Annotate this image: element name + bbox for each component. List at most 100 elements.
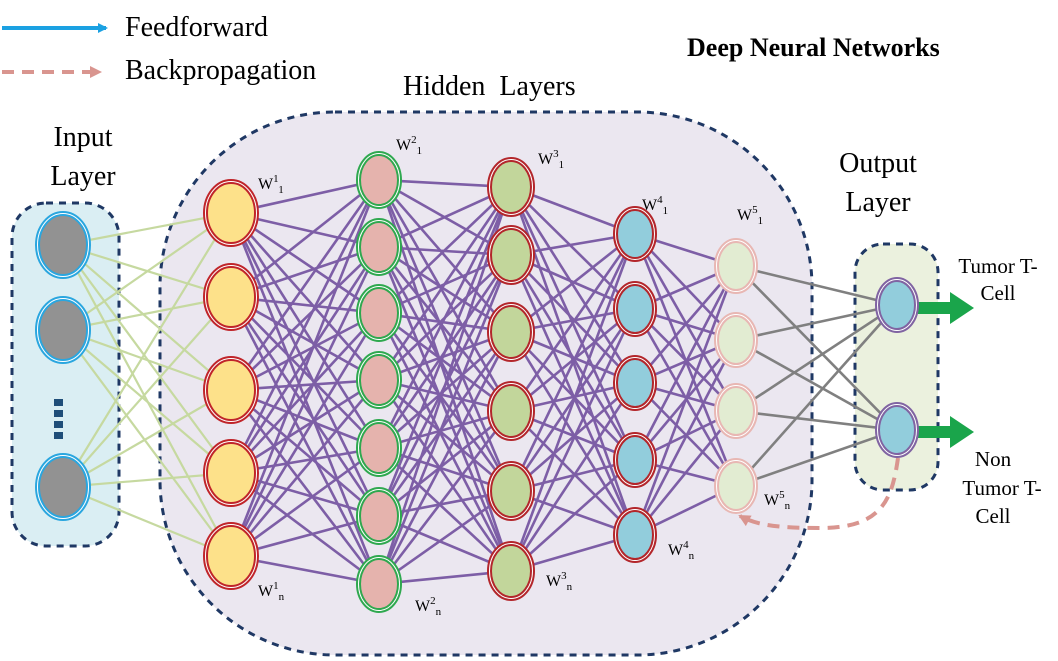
node-h1-2: [203, 263, 259, 331]
node-body: [38, 214, 88, 276]
output-arrows: [738, 292, 974, 531]
connection-h1-4-to-h2-1: [229, 179, 381, 474]
connection-h1-2-to-h2-7: [229, 296, 381, 585]
feedforward-legend-label: Feedforward: [125, 12, 268, 43]
connection-h1-5-to-h2-1: [229, 179, 381, 557]
node-h2-7: [356, 555, 402, 613]
node-h1-4: [203, 439, 259, 507]
connection-h5-3-to-out-2: [735, 409, 898, 432]
connection-h3-6-to-h4-4: [510, 459, 636, 572]
node-h2-2: [356, 218, 402, 276]
weight-label-w5-n: W5n: [764, 489, 791, 512]
connection-h2-4-to-h3-5: [378, 379, 512, 492]
node-h4-2: [613, 281, 657, 337]
weight-label-w5-1: W51: [737, 204, 763, 227]
input-ellipsis: [54, 399, 63, 439]
connection-h2-4-to-h3-6: [377, 379, 513, 572]
connection-h2-5-to-h3-6: [378, 447, 512, 572]
node-body: [717, 386, 755, 436]
node-body: [359, 490, 399, 542]
connection-h5-2-to-out-1: [735, 303, 898, 342]
node-body: [206, 359, 256, 421]
connection-h1-4-to-h2-3: [230, 312, 380, 474]
connection-h2-2-to-h3-5: [377, 246, 513, 492]
connection-h2-2-to-h3-6: [377, 246, 513, 572]
connection-h2-7-to-h3-3: [377, 331, 513, 585]
output-labels: Tumor T- Cell Non Tumor T- Cell: [958, 254, 1041, 528]
connection-input-3-to-h1-1: [62, 212, 232, 488]
node-body: [490, 305, 532, 359]
legend: Feedforward Backpropagation: [2, 12, 316, 86]
connection-input-1-to-h1-1: [62, 211, 232, 247]
node-h3-3: [487, 302, 535, 362]
node-h3-6: [487, 541, 535, 601]
node-body: [359, 287, 399, 339]
weight-label-w1-n: W1n: [258, 580, 285, 603]
node-h3-4: [487, 381, 535, 441]
weight-label-w2-n: W2n: [415, 595, 442, 618]
connection-h2-4-to-h3-1: [377, 186, 513, 381]
connection-input-3-to-h1-5: [62, 485, 232, 558]
node-h1-5: [203, 522, 259, 590]
connection-h1-5-to-h2-3: [229, 312, 381, 557]
connection-h4-3-to-h5-1: [634, 265, 737, 384]
output-label-tumor-line2: Cell: [981, 281, 1016, 305]
connection-h2-5-to-h3-3: [378, 331, 512, 449]
node-body: [206, 442, 256, 504]
connection-h1-5-to-h2-4: [230, 379, 380, 557]
connection-h3-4-to-h4-5: [510, 410, 636, 536]
node-h2-3: [356, 284, 402, 342]
node-h5-1: [714, 238, 758, 294]
connection-h2-2-to-h3-3: [378, 245, 512, 334]
weight-labels: W11 W1n W21 W2n W31 W3n W41 W4n W51 W5n: [258, 134, 791, 618]
node-body: [717, 315, 755, 365]
connection-h3-2-to-h4-3: [510, 254, 636, 384]
hidden-layers-label: Hidden Layers: [403, 71, 576, 102]
node-body: [616, 209, 654, 259]
node-body: [490, 384, 532, 438]
node-h2-4: [356, 351, 402, 409]
node-h3-1: [487, 157, 535, 217]
node-body: [359, 154, 399, 206]
connection-h2-2-to-h3-4: [377, 246, 513, 412]
connection-h3-4-to-h4-1: [509, 233, 637, 412]
output-label-non-tumor-line2: Tumor T-: [962, 476, 1041, 500]
connection-input-3-to-h1-4: [62, 471, 232, 489]
connection-h2-7-to-h3-5: [378, 489, 512, 586]
node-h5-4: [714, 458, 758, 514]
connection-h2-7-to-h3-4: [377, 410, 513, 585]
connection-h1-4-to-h2-2: [229, 246, 381, 474]
connection-h2-6-to-h3-1: [377, 186, 513, 517]
output-label-tumor-line1: Tumor T-: [958, 254, 1037, 278]
connection-input-2-to-h1-4: [62, 329, 232, 474]
node-h2-1: [356, 151, 402, 209]
node-body: [359, 354, 399, 406]
connection-h4-1-to-h5-3: [633, 233, 738, 412]
connection-h3-6-to-h4-1: [509, 233, 637, 572]
connection-input-3-to-h1-3: [62, 389, 232, 488]
node-body: [38, 299, 88, 361]
node-out-1: [875, 277, 919, 333]
connection-h3-5-to-h4-1: [509, 233, 637, 492]
connection-h2-6-to-h3-4: [378, 409, 512, 518]
node-body: [206, 525, 256, 587]
connection-h1-5-to-h2-2: [229, 246, 381, 557]
node-input-2: [35, 296, 91, 364]
node-h4-3: [613, 355, 657, 411]
connection-h4-4-to-h5-1: [633, 265, 738, 461]
connection-h5-3-to-out-1: [735, 303, 898, 413]
connection-h4-5-to-h5-3: [633, 410, 738, 536]
node-input-3: [35, 453, 91, 521]
node-body: [616, 284, 654, 334]
node-body: [206, 182, 256, 244]
connection-h3-3-to-h4-5: [509, 331, 637, 536]
node-body: [490, 544, 532, 598]
weight-label-w3-n: W3n: [546, 570, 573, 593]
connection-h2-3-to-h3-4: [378, 311, 512, 413]
connection-input-2-to-h1-1: [62, 212, 232, 331]
node-h1-3: [203, 356, 259, 424]
connection-h2-3-to-h3-1: [378, 186, 512, 314]
connection-h2-5-to-h3-1: [377, 186, 513, 449]
node-body: [616, 435, 654, 485]
